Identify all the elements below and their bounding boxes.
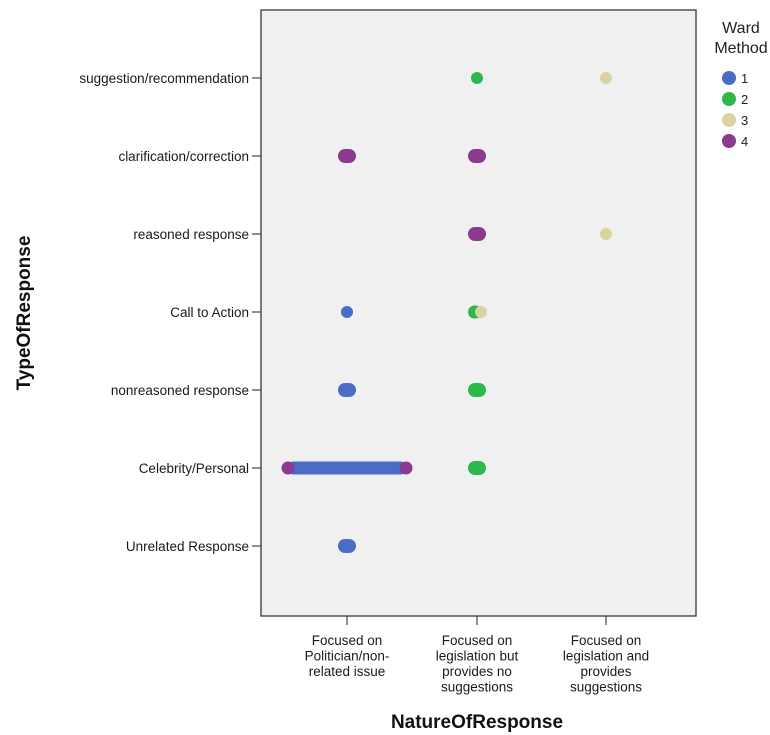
x-tick-label: Focused on legislation but provides no sugg… — [436, 633, 519, 695]
data-point — [399, 461, 413, 475]
y-tick-label: suggestion/recommendation — [79, 71, 249, 86]
data-points — [281, 72, 612, 553]
y-tick-label: Celebrity/Personal — [139, 461, 249, 476]
legend-label: 2 — [741, 92, 748, 107]
data-point — [471, 72, 483, 84]
data-point — [600, 72, 612, 84]
data-point — [338, 149, 356, 163]
y-axis-title: TypeOfResponse — [14, 236, 35, 391]
legend-title: Method — [714, 40, 767, 57]
data-point — [600, 228, 612, 240]
y-tick-label: clarification/correction — [118, 149, 249, 164]
y-tick-label: Call to Action — [170, 305, 249, 320]
x-tick-label: Focused on Politician/non-related issue — [305, 633, 390, 679]
y-tick-label: reasoned response — [133, 227, 249, 242]
x-tick-label: Focused on legislation and provides suggest… — [563, 633, 649, 695]
y-axis: suggestion/recommendation clarification/c… — [79, 71, 261, 554]
data-point — [341, 306, 353, 318]
legend-title: Ward — [722, 20, 760, 37]
x-axis-title: NatureOfResponse — [391, 712, 563, 733]
legend-label: 3 — [741, 113, 748, 128]
data-point — [475, 306, 487, 318]
data-point — [281, 461, 295, 475]
legend-swatch — [722, 71, 736, 85]
legend-swatch — [722, 134, 736, 148]
legend: Ward Method 1 2 3 4 — [714, 20, 767, 149]
y-tick-label: nonreasoned response — [111, 383, 249, 398]
data-point — [468, 383, 486, 397]
x-axis: Focused on Politician/non-related issue Fo… — [305, 616, 649, 695]
legend-label: 4 — [741, 134, 748, 149]
legend-swatch — [722, 92, 736, 106]
data-point — [468, 149, 486, 163]
y-tick-label: Unrelated Response — [126, 539, 249, 554]
legend-swatch — [722, 113, 736, 127]
data-point — [468, 227, 486, 241]
data-point — [338, 383, 356, 397]
data-point — [338, 539, 356, 553]
data-point — [468, 461, 486, 475]
legend-label: 1 — [741, 71, 748, 86]
data-point — [287, 461, 407, 475]
